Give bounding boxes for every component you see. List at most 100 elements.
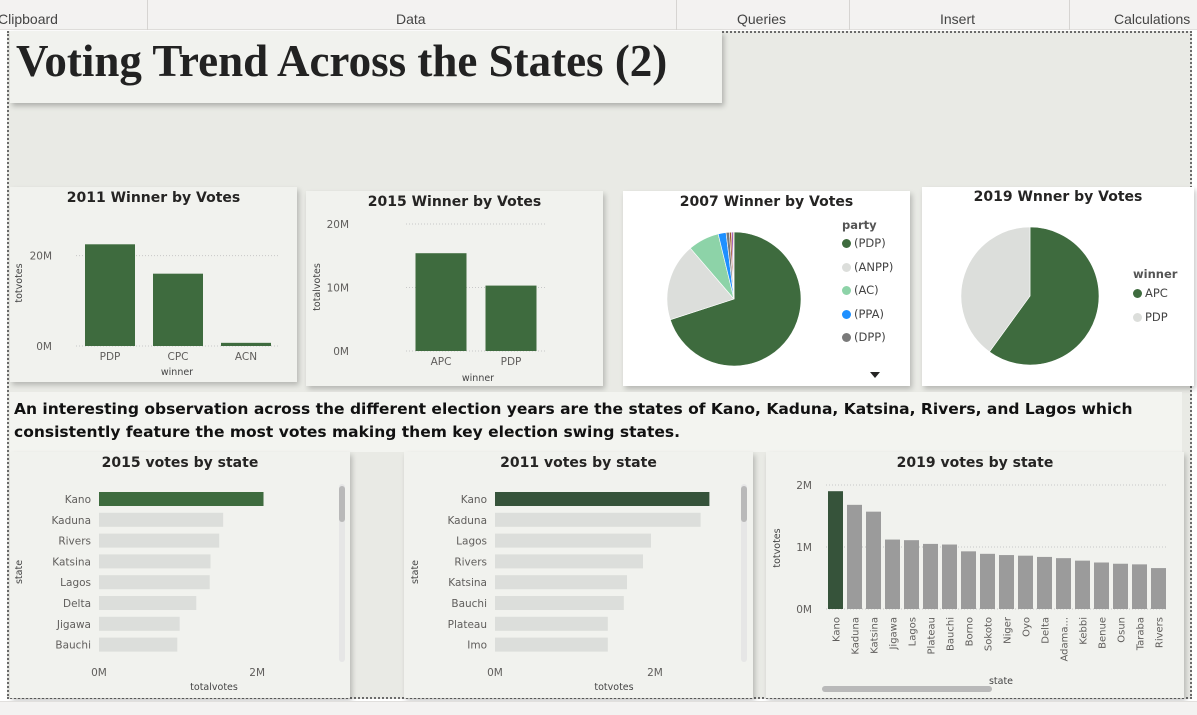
title-textbox[interactable]: Voting Trend Across the States (2)	[10, 31, 722, 103]
x-tick-label: Jigawa	[889, 617, 900, 651]
bar	[99, 575, 210, 590]
legend-marker	[842, 239, 851, 248]
chevron-down-icon[interactable]	[869, 371, 881, 379]
legend-item[interactable]: (ANPP)	[842, 260, 893, 274]
legend-title: party	[842, 218, 877, 232]
bar	[99, 512, 224, 527]
vertical-scrollbar[interactable]	[741, 484, 747, 662]
ribbon-group-calculations[interactable]: Calculations	[1114, 11, 1191, 27]
pie-slice	[989, 226, 1100, 366]
chart-svg: 0M 2M Kano Kaduna Rivers Katsina Lagos Delta Jig…	[14, 492, 265, 693]
legend-item[interactable]: PDP	[1133, 310, 1168, 324]
x-tick-label: Taraba	[1136, 617, 1147, 651]
ribbon-separator	[676, 0, 677, 30]
bar	[904, 540, 919, 609]
y-tick-label: 20M	[327, 219, 349, 231]
chart-svg	[666, 231, 802, 367]
ribbon-group-queries[interactable]: Queries	[737, 11, 787, 27]
bar	[942, 544, 957, 609]
bar	[85, 244, 135, 346]
bar	[99, 554, 211, 569]
horizontal-scrollbar[interactable]	[822, 686, 992, 692]
chart-2011-votes-by-state[interactable]: 2011 votes by state 0M 2M Kano Kaduna Lagos R…	[404, 452, 753, 698]
x-tick-label: PDP	[501, 356, 522, 368]
legend-label: (DPP)	[854, 330, 886, 344]
pie-slice	[666, 247, 735, 321]
legend-label: PDP	[1145, 310, 1168, 324]
bar	[1018, 555, 1033, 609]
ribbon-separator	[1069, 0, 1070, 30]
chart-title: 2019 Wnner by Votes	[973, 189, 1143, 205]
ribbon-group-insert[interactable]: Insert	[940, 11, 976, 27]
page-tabs-bar	[0, 701, 1197, 715]
chart-2015-winner-by-votes[interactable]: 2015 Winner by Votes 0M 10M 20M APC PDP winne…	[306, 191, 603, 386]
chart-2015-votes-by-state[interactable]: 2015 votes by state 0M 2M Kano Kaduna Rivers…	[10, 452, 350, 698]
ribbon: Clipboard Data Queries Insert Calculatio…	[0, 0, 1197, 30]
scrollbar-thumb[interactable]	[339, 486, 345, 522]
scrollbar-thumb[interactable]	[741, 486, 747, 522]
legend-label: (AC)	[854, 283, 879, 297]
x-tick-label: Adama...	[1060, 617, 1071, 662]
chart-svg: 0M 1M 2M Kano Kaduna Katsina Jigawa Lagos Platea…	[772, 480, 1168, 687]
legend-marker	[842, 309, 851, 319]
legend-item[interactable]: (PPA)	[842, 307, 884, 321]
legend-marker	[1133, 313, 1142, 322]
bar	[99, 492, 264, 506]
x-axis-title: totalvotes	[190, 682, 238, 693]
chart-2019-winner-by-votes[interactable]: 2019 Wnner by Votes winner APC PDP	[922, 187, 1194, 386]
x-axis-title: winner	[462, 373, 494, 384]
y-tick-label: Kano	[461, 494, 487, 506]
bar	[495, 554, 643, 569]
pie-slice	[732, 231, 735, 300]
bar	[1151, 568, 1166, 609]
legend-item[interactable]: (AC)	[842, 283, 879, 297]
x-axis-title: winner	[161, 367, 193, 378]
bar	[153, 273, 203, 346]
bar	[99, 596, 197, 610]
legend-label: (PPA)	[854, 306, 884, 321]
bar	[495, 533, 651, 548]
legend-item[interactable]: (DPP)	[842, 330, 886, 344]
bar	[847, 504, 862, 609]
x-axis-title: totvotes	[594, 682, 633, 693]
legend-item[interactable]: APC	[1133, 286, 1168, 300]
chart-2011-winner-by-votes[interactable]: 2011 Winner by Votes 0M 20M PDP CPC ACN winne…	[10, 187, 297, 382]
chart-title: 2015 Winner by Votes	[367, 194, 542, 210]
bar	[99, 637, 178, 652]
y-tick-label: Kaduna	[447, 515, 487, 527]
x-tick-label: Osun	[1117, 617, 1128, 643]
y-tick-label: Plateau	[448, 619, 487, 631]
ribbon-group-clipboard[interactable]: Clipboard	[0, 11, 58, 27]
pie-slice	[960, 226, 1031, 353]
y-tick-label: 0M	[796, 604, 812, 616]
x-tick-label: Plateau	[927, 617, 938, 654]
x-tick-label: ACN	[235, 351, 257, 363]
bar	[495, 575, 627, 590]
x-tick-label: Kaduna	[851, 617, 862, 655]
observation-textbox[interactable]: An interesting observation across the di…	[10, 392, 1182, 452]
ribbon-group-data[interactable]: Data	[396, 11, 426, 27]
y-axis-title: totalvotes	[312, 263, 323, 311]
y-tick-label: Kano	[65, 494, 91, 506]
y-tick-label: 0M	[333, 346, 349, 358]
legend-marker	[1133, 289, 1142, 298]
x-tick-label: 2M	[647, 667, 663, 679]
chart-title: 2019 votes by state	[896, 455, 1054, 471]
chart-2019-votes-by-state[interactable]: 2019 votes by state 0M 1M 2M Kano Kaduna Kats…	[766, 452, 1184, 698]
x-tick-label: Borno	[965, 617, 976, 646]
y-tick-label: Kaduna	[51, 515, 91, 527]
x-tick-label: Katsina	[870, 617, 881, 654]
vertical-scrollbar[interactable]	[339, 484, 345, 662]
x-tick-label: Benue	[1098, 617, 1109, 649]
y-axis-title: totvotes	[772, 528, 783, 567]
bar	[99, 533, 220, 548]
chart-svg	[960, 226, 1100, 366]
bar	[999, 555, 1014, 609]
bar	[495, 596, 624, 610]
x-tick-label: Bauchi	[946, 617, 957, 651]
legend-item[interactable]: (PDP)	[842, 236, 886, 250]
chart-2007-winner-by-votes[interactable]: 2007 Winner by Votes party (PDP) (ANPP) (A…	[623, 191, 910, 386]
bar	[495, 616, 608, 631]
x-tick-label: Kano	[832, 617, 843, 642]
scrollbar-thumb[interactable]	[822, 686, 992, 692]
